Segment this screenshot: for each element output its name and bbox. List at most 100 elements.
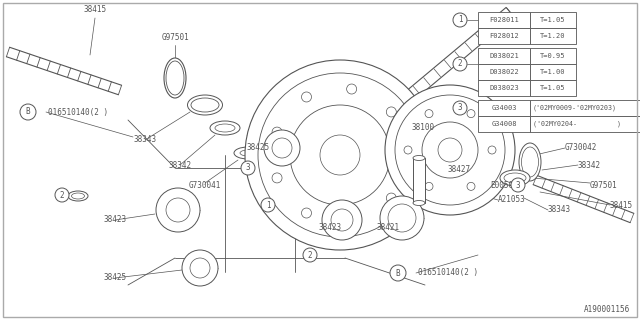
Text: 38415: 38415 xyxy=(610,201,633,210)
Text: 016510140(2 ): 016510140(2 ) xyxy=(48,108,108,116)
Ellipse shape xyxy=(215,124,235,132)
Text: 38343: 38343 xyxy=(133,135,157,145)
Circle shape xyxy=(55,188,69,202)
Bar xyxy=(478,116,530,132)
Text: 2: 2 xyxy=(458,60,462,68)
Text: G730041: G730041 xyxy=(189,180,221,189)
Circle shape xyxy=(511,178,525,192)
Circle shape xyxy=(422,122,478,178)
Bar xyxy=(530,100,640,116)
Bar xyxy=(478,28,530,44)
Text: ('02MY0204-          ): ('02MY0204- ) xyxy=(533,121,621,127)
Text: G34003: G34003 xyxy=(492,105,516,111)
Bar xyxy=(530,28,576,44)
Text: 38427: 38427 xyxy=(448,165,471,174)
Text: E00504: E00504 xyxy=(490,180,518,189)
Ellipse shape xyxy=(191,98,219,112)
Text: A190001156: A190001156 xyxy=(584,306,630,315)
Ellipse shape xyxy=(240,150,256,156)
Text: 38423: 38423 xyxy=(319,223,342,233)
Text: G34008: G34008 xyxy=(492,121,516,127)
Circle shape xyxy=(425,182,433,190)
Text: D038023: D038023 xyxy=(489,85,519,91)
Circle shape xyxy=(385,85,515,215)
Circle shape xyxy=(347,84,356,94)
Circle shape xyxy=(453,101,467,115)
Circle shape xyxy=(331,209,353,231)
Text: 3: 3 xyxy=(516,180,520,189)
Ellipse shape xyxy=(68,191,88,201)
Text: 3: 3 xyxy=(458,103,462,113)
Circle shape xyxy=(182,250,218,286)
Circle shape xyxy=(245,60,435,250)
Ellipse shape xyxy=(166,61,184,95)
Text: 38342: 38342 xyxy=(168,161,191,170)
Ellipse shape xyxy=(188,95,223,115)
Text: 38425: 38425 xyxy=(246,143,269,153)
Circle shape xyxy=(190,258,210,278)
Circle shape xyxy=(380,196,424,240)
Bar xyxy=(478,64,530,80)
Circle shape xyxy=(272,173,282,183)
Bar xyxy=(530,64,576,80)
Bar xyxy=(478,80,530,96)
Circle shape xyxy=(453,13,467,27)
Text: G97501: G97501 xyxy=(590,180,618,189)
Text: T=1.20: T=1.20 xyxy=(540,33,566,39)
Circle shape xyxy=(387,193,396,203)
Circle shape xyxy=(390,265,406,281)
Circle shape xyxy=(301,208,312,218)
Text: 1: 1 xyxy=(266,201,270,210)
Circle shape xyxy=(156,188,200,232)
Bar xyxy=(530,116,640,132)
Bar xyxy=(478,12,530,28)
Text: G97501: G97501 xyxy=(161,34,189,43)
Text: T=1.05: T=1.05 xyxy=(540,85,566,91)
Text: D038022: D038022 xyxy=(489,69,519,75)
Circle shape xyxy=(467,182,475,190)
Circle shape xyxy=(347,216,356,226)
Text: 38425: 38425 xyxy=(104,274,127,283)
Text: T=0.95: T=0.95 xyxy=(540,53,566,59)
Circle shape xyxy=(467,110,475,118)
Ellipse shape xyxy=(234,147,262,159)
Circle shape xyxy=(264,130,300,166)
Ellipse shape xyxy=(210,121,240,135)
Circle shape xyxy=(303,248,317,262)
Ellipse shape xyxy=(413,156,425,161)
Text: ('02MY0009-'02MY0203): ('02MY0009-'02MY0203) xyxy=(533,105,617,111)
Bar xyxy=(530,80,576,96)
Circle shape xyxy=(438,138,462,162)
Text: 38415: 38415 xyxy=(83,5,107,14)
Text: 38100: 38100 xyxy=(412,124,435,132)
Ellipse shape xyxy=(72,193,84,199)
Ellipse shape xyxy=(413,201,425,205)
Ellipse shape xyxy=(164,58,186,98)
Circle shape xyxy=(320,135,360,175)
Polygon shape xyxy=(371,7,514,130)
Text: B: B xyxy=(26,108,30,116)
Text: F028011: F028011 xyxy=(489,17,519,23)
Text: 38423: 38423 xyxy=(104,215,127,225)
Text: B: B xyxy=(396,268,400,277)
Circle shape xyxy=(322,200,362,240)
Circle shape xyxy=(387,107,396,117)
Text: 016510140(2 ): 016510140(2 ) xyxy=(418,268,478,277)
Text: 38421: 38421 xyxy=(376,223,399,233)
Text: 2: 2 xyxy=(60,190,64,199)
Bar xyxy=(413,158,425,203)
Ellipse shape xyxy=(519,143,541,181)
Text: D038021: D038021 xyxy=(489,53,519,59)
Text: 3: 3 xyxy=(246,164,250,172)
Circle shape xyxy=(261,198,275,212)
Circle shape xyxy=(290,105,390,205)
Ellipse shape xyxy=(500,170,530,186)
Circle shape xyxy=(301,92,312,102)
Circle shape xyxy=(453,57,467,71)
Circle shape xyxy=(395,95,505,205)
Circle shape xyxy=(20,104,36,120)
Text: F028012: F028012 xyxy=(489,33,519,39)
Text: 38343: 38343 xyxy=(548,205,571,214)
Text: 1: 1 xyxy=(458,15,462,25)
Circle shape xyxy=(388,204,416,232)
